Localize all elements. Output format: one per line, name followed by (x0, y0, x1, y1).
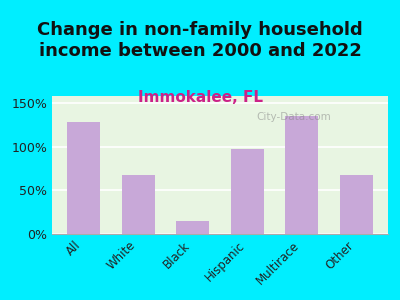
Bar (67, 122, 100, 234)
Text: Immokalee, FL: Immokalee, FL (138, 90, 262, 105)
Bar (176, 221, 209, 234)
Text: Change in non-family household
income between 2000 and 2022: Change in non-family household income be… (37, 21, 363, 60)
Text: City-Data.com: City-Data.com (256, 112, 331, 122)
Bar (340, 175, 373, 234)
Bar (286, 116, 318, 234)
Bar (122, 175, 154, 234)
Bar (231, 149, 264, 234)
